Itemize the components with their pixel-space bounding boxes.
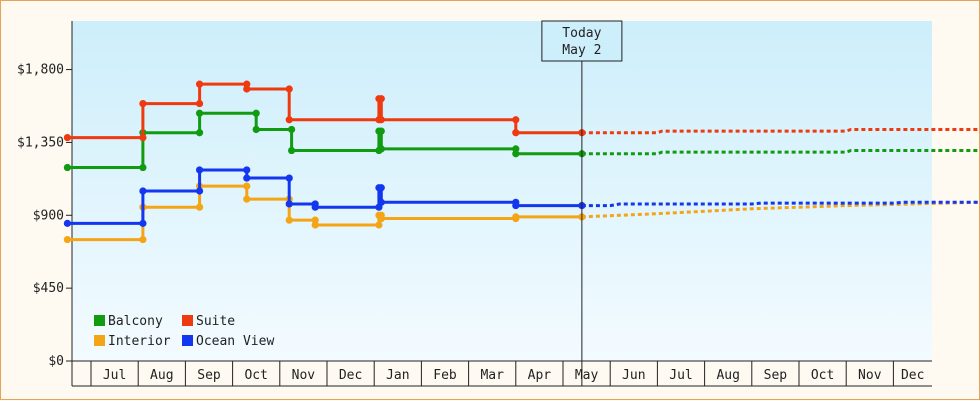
data-point: [377, 95, 385, 103]
data-point: [512, 201, 520, 210]
y-tick-label: $450: [33, 281, 64, 296]
data-point: [243, 174, 251, 182]
x-tick-label: Jul: [103, 368, 126, 383]
today-label: Today: [562, 26, 601, 41]
data-point: [285, 116, 293, 124]
series-line-projected: [581, 149, 979, 156]
x-tick-label: Jan: [386, 368, 409, 383]
data-point: [285, 200, 293, 208]
x-tick-label: Jun: [622, 368, 645, 383]
data-point: [243, 182, 251, 190]
x-tick-label: Aug: [716, 368, 739, 383]
data-point: [63, 133, 71, 142]
x-tick-label: Feb: [433, 368, 457, 383]
legend-label: Balcony: [108, 314, 163, 329]
data-point: [63, 163, 71, 172]
series-line-historical: [67, 168, 582, 225]
data-point: [377, 184, 385, 192]
x-tick-label: Sep: [764, 368, 788, 383]
series-line-historical: [67, 111, 582, 169]
y-tick-label: $1,800: [17, 63, 64, 78]
data-point: [195, 80, 204, 88]
legend-swatch: [94, 315, 105, 326]
data-point: [512, 116, 520, 124]
x-tick-label: Oct: [811, 368, 834, 383]
data-point: [63, 219, 71, 227]
x-tick-label: Sep: [197, 368, 221, 383]
x-tick-label: Nov: [858, 368, 882, 383]
series-group: [63, 166, 979, 227]
data-point: [139, 99, 147, 108]
data-point: [195, 129, 204, 137]
data-point: [195, 203, 204, 211]
legend-label: Interior: [108, 334, 171, 349]
data-point: [288, 125, 296, 134]
data-point: [288, 146, 296, 155]
x-tick-label: Mar: [480, 368, 504, 383]
data-point: [63, 235, 71, 244]
x-tick-label: Jul: [669, 368, 692, 383]
y-tick-label: $900: [33, 208, 64, 223]
today-box: [541, 20, 623, 62]
data-point: [243, 195, 251, 203]
data-point: [377, 116, 385, 124]
data-point: [139, 163, 147, 172]
x-tick-label: Apr: [528, 368, 552, 383]
data-point: [377, 127, 385, 135]
series-group: [63, 109, 979, 172]
x-tick-label: May: [575, 368, 599, 383]
data-point: [512, 150, 520, 158]
data-point: [311, 221, 319, 229]
data-point: [195, 187, 204, 195]
legend-swatch: [182, 335, 193, 346]
data-point: [243, 85, 251, 93]
data-point: [285, 216, 293, 224]
data-point: [377, 145, 385, 153]
x-tick-label: Nov: [292, 368, 316, 383]
today-date-label: May 2: [562, 43, 601, 58]
series-line-projected: [581, 128, 979, 135]
y-tick-label: $1,350: [17, 135, 64, 150]
data-point: [195, 166, 204, 174]
data-point: [285, 174, 293, 182]
data-point: [252, 109, 260, 117]
legend-label: Ocean View: [196, 334, 274, 349]
x-tick-label: Dec: [901, 368, 924, 383]
data-point: [195, 99, 204, 108]
series-line-projected: [581, 200, 979, 208]
data-point: [252, 125, 260, 134]
data-point: [375, 221, 383, 229]
data-point: [139, 219, 147, 227]
data-point: [311, 203, 319, 211]
data-point: [512, 213, 520, 221]
series-line-historical: [67, 184, 582, 242]
x-tick-label: Oct: [244, 368, 267, 383]
data-point: [377, 214, 385, 223]
plot-background: [72, 21, 932, 361]
data-point: [139, 187, 147, 195]
data-point: [285, 85, 293, 93]
legend-label: Suite: [196, 314, 235, 329]
x-tick-label: Dec: [339, 368, 362, 383]
x-tick-label: Aug: [150, 368, 173, 383]
data-point: [243, 166, 251, 174]
data-point: [139, 235, 147, 244]
y-tick-label: $0: [48, 354, 64, 369]
legend-swatch: [94, 335, 105, 346]
data-point: [195, 109, 204, 117]
series-line-historical: [67, 82, 582, 140]
data-point: [377, 198, 385, 206]
legend-swatch: [182, 315, 193, 326]
data-point: [512, 129, 520, 137]
data-point: [139, 133, 147, 142]
